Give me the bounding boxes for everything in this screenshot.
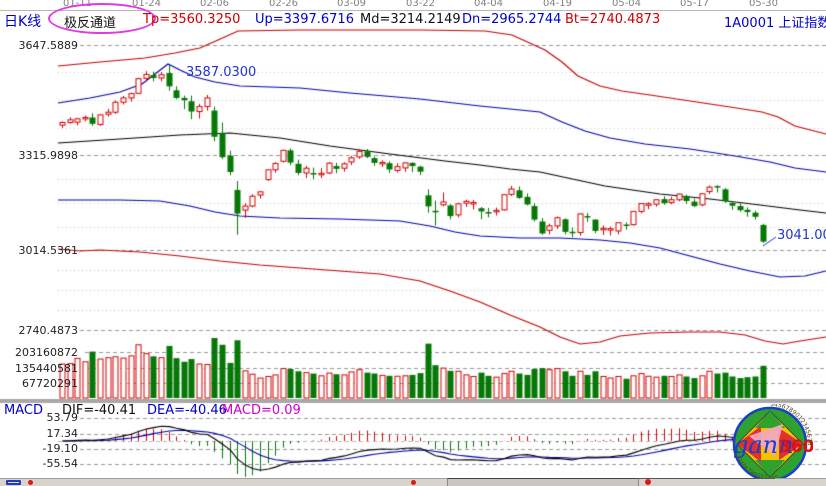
channel-dn-value: Dn=2965.2744 — [462, 12, 562, 27]
scrollbar-track-line — [637, 478, 775, 479]
channel-md-value: Md=3214.2149 — [360, 12, 461, 27]
volume-axis-label: 135440581 — [15, 362, 78, 375]
date-label: 04-04 — [473, 0, 504, 9]
logo-tri-top — [755, 411, 785, 428]
gann360-logo: gann 360 345678901234567890 123456789012… — [727, 404, 813, 482]
macd-panel-title[interactable]: MACD — [4, 403, 43, 418]
channel-up-value: Up=3397.6716 — [255, 12, 354, 27]
logo-text-gann: gann — [733, 431, 794, 459]
date-label: 05-04 — [611, 0, 642, 9]
macd-axis-label: 17.34 — [46, 427, 79, 440]
last-price-annotation: 3041.00 — [777, 228, 826, 243]
window-icon[interactable] — [6, 480, 21, 485]
price-axis-label: 2740.4873 — [18, 324, 79, 337]
date-label: 02-26 — [268, 0, 299, 9]
date-label: 01-24 — [131, 0, 162, 9]
date-label: 02-06 — [199, 0, 230, 9]
channel-bt-value: Bt=2740.4873 — [565, 12, 661, 27]
symbol-name[interactable]: 1A0001 上证指数 — [724, 16, 826, 31]
chart-type-label: 日K线 — [4, 14, 42, 30]
macd-axis-label: 53.79 — [46, 411, 79, 424]
volume-axis-label: 67720291 — [22, 377, 78, 390]
macd-dea-value: DEA=-40.46 — [147, 403, 227, 418]
date-label: 05-17 — [679, 0, 710, 9]
channel-tp-value: Tp=3560.3250 — [143, 12, 241, 27]
date-axis-divider — [0, 10, 826, 11]
peak-price-annotation: 3587.0300 — [186, 65, 257, 80]
signal-dot-icon — [28, 480, 33, 485]
logo-tri-right — [779, 428, 803, 460]
macd-hist-value: MACD=0.09 — [222, 403, 301, 418]
macd-axis-label: -19.10 — [42, 442, 78, 455]
logo-text-360: 360 — [779, 437, 813, 457]
volume-axis-label: 203160872 — [15, 346, 78, 359]
scrollbar-thumb[interactable] — [447, 478, 639, 486]
date-label: 04-19 — [542, 0, 573, 9]
channel-indicator-label[interactable]: 极反通道 — [64, 16, 117, 31]
signal-dot-icon — [645, 479, 651, 485]
logo-pink-shape — [749, 424, 783, 456]
logo-tri-bottom — [755, 460, 785, 477]
date-label: 03-09 — [336, 0, 367, 9]
macd-dif-value: DIF=-40.41 — [62, 403, 137, 418]
channel-highlight-ellipse — [48, 3, 156, 34]
price-axis-label: 3014.5361 — [18, 244, 79, 257]
price-axis-label: 3647.5889 — [18, 39, 79, 52]
date-label: 03-22 — [405, 0, 436, 9]
price-axis-label: 3315.9898 — [18, 149, 79, 162]
date-label: 05-30 — [748, 0, 779, 9]
signal-dot-icon — [411, 480, 416, 485]
macd-axis-label: -55.54 — [42, 457, 78, 470]
